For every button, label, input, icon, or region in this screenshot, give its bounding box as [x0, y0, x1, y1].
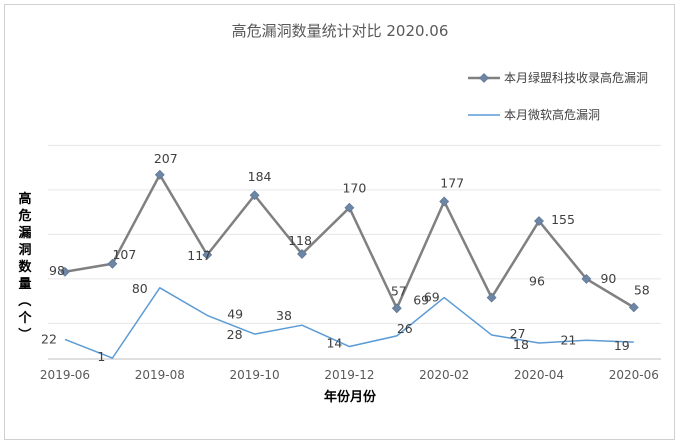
data-label: 207 [154, 151, 178, 166]
x-axis-title: 年份月份 [324, 389, 377, 405]
gridlines [48, 144, 661, 324]
data-point [344, 202, 355, 213]
x-tick-label: 2019-08 [135, 368, 185, 382]
x-tick-label: 2020-06 [609, 368, 659, 382]
chart-svg: 高危漏洞数量统计对比 2020.06 2019-06 2019-08 2019-10… [16, 22, 661, 405]
legend-label-2: 本月微软高危漏洞 [504, 107, 600, 122]
data-point [581, 273, 592, 284]
data-label: 170 [342, 181, 366, 196]
data-point [628, 302, 639, 313]
y-axis-title-char: 量 [18, 277, 31, 292]
data-point [202, 249, 213, 260]
chart-title: 高危漏洞数量统计对比 2020.06 [232, 22, 449, 40]
data-label: 177 [440, 175, 464, 190]
y-axis-title: 高危漏洞数量（ 个） [16, 191, 32, 341]
x-tick-label: 2019-12 [324, 368, 374, 382]
data-label: 80 [132, 281, 148, 296]
data-label: 19 [614, 338, 630, 353]
data-label: 90 [600, 271, 616, 286]
x-tick-label: 2019-10 [230, 368, 280, 382]
data-point [391, 303, 402, 314]
data-point [486, 292, 497, 303]
y-axis-title-char: 数 [18, 259, 32, 275]
data-point [107, 258, 118, 269]
data-point [297, 249, 307, 259]
series-line-2 [64, 287, 634, 359]
data-label: 69 [424, 289, 440, 304]
x-tick-label: 2020-02 [419, 368, 469, 382]
x-tick-label: 2019-06 [40, 368, 90, 382]
data-label: 1 [97, 349, 105, 364]
data-point [249, 190, 260, 201]
data-label: 69 [413, 293, 429, 308]
data-label: 22 [41, 331, 57, 346]
data-label: 21 [560, 332, 576, 347]
data-label: 28 [227, 327, 243, 342]
data-label: 49 [227, 306, 243, 321]
data-label: 58 [634, 282, 650, 297]
y-axis-title-char: 个 [17, 310, 32, 326]
data-point [154, 169, 165, 180]
y-axis-title-char: （ [16, 293, 32, 306]
legend-marker-1 [479, 73, 489, 83]
data-label: 98 [49, 263, 65, 278]
data-point [534, 216, 544, 226]
data-labels: 98 107 207 117 184 118 170 57 177 155 90 58 22 1 80 49 2… [41, 151, 650, 364]
legend-label-1: 本月绿盟科技收录高危漏洞 [504, 70, 648, 85]
series-layer [60, 169, 639, 359]
data-label: 27 [510, 326, 526, 341]
y-axis-title-char: 危 [18, 208, 31, 224]
data-label: 96 [529, 274, 545, 289]
y-axis-title-char: ） [16, 327, 32, 340]
data-label: 117 [187, 248, 211, 263]
data-label: 184 [248, 169, 272, 184]
data-label: 14 [326, 336, 342, 351]
data-label: 155 [551, 212, 575, 227]
data-label: 118 [288, 233, 312, 248]
data-point [60, 266, 70, 277]
data-label: 26 [397, 321, 413, 336]
data-label: 107 [112, 247, 136, 262]
y-axis-title-char: 洞 [18, 243, 31, 258]
x-axis: 2019-06 2019-08 2019-10 2019-12 2020-02 2020-… [40, 358, 661, 382]
data-label: 57 [391, 283, 407, 298]
data-label: 38 [276, 308, 292, 323]
data-point [439, 196, 450, 207]
data-label: 18 [513, 337, 529, 352]
x-tick-label: 2020-04 [514, 368, 564, 382]
y-axis-title-char: 高 [18, 191, 31, 207]
y-axis-title-char: 漏 [18, 225, 31, 241]
chart-frame: 高危漏洞数量统计对比 2020.06 2019-06 2019-08 2019-10… [4, 4, 675, 440]
